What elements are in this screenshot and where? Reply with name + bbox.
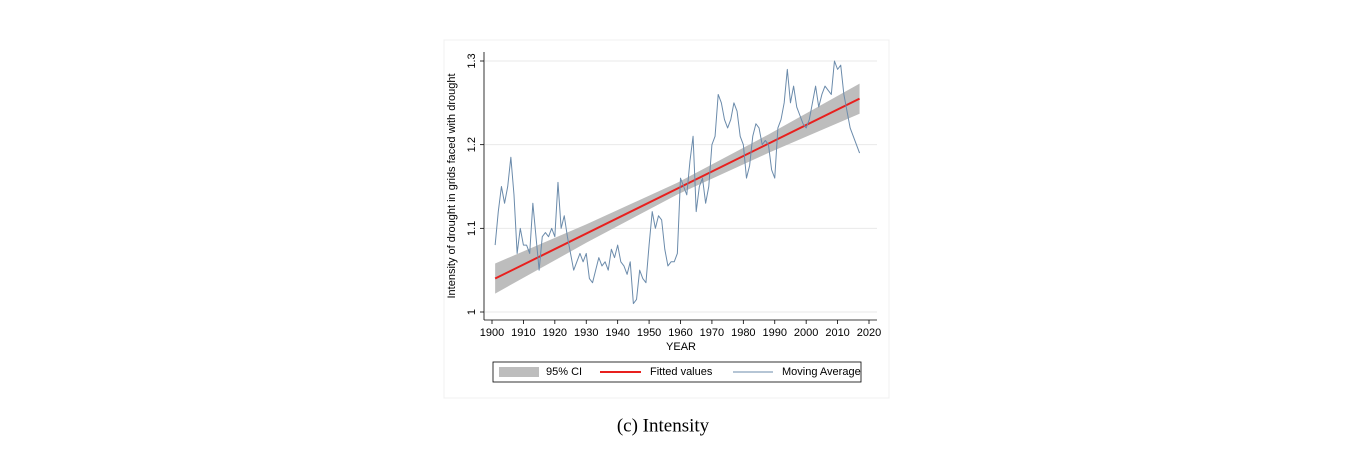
legend-swatch [499,367,539,377]
x-tick-label: 1990 [763,327,787,339]
x-tick-label: 1960 [668,327,692,339]
legend-label: 95% CI [546,366,582,378]
series-line [494,60,861,305]
x-tick-label: 1920 [543,327,567,339]
x-axis-title: YEAR [666,341,696,353]
legend-box [492,361,862,383]
x-tick-label: 2020 [857,327,881,339]
y-tick-label: 1.2 [466,137,478,152]
x-tick-label: 1940 [605,327,629,339]
y-axis-title: Intensity of drought in grids faced with… [446,73,458,298]
x-tick-label: 1930 [574,327,598,339]
x-tick-label: 2000 [794,327,818,339]
legend-label: Fitted values [650,366,713,378]
series-line [494,97,861,280]
x-tick-label: 1970 [700,327,724,339]
x-tick-label: 1950 [637,327,661,339]
panel [443,39,890,399]
x-tick-label: 1900 [480,327,504,339]
caption: (c) Intensity [617,415,710,436]
x-tick-label: 1980 [731,327,755,339]
y-tick-label: 1 [466,309,478,315]
y-tick-label: 1.1 [466,221,478,236]
y-tick-label: 1.3 [466,53,478,68]
x-tick-label: 2010 [825,327,849,339]
legend-label: Moving Average [782,366,861,378]
x-tick-label: 1910 [511,327,535,339]
